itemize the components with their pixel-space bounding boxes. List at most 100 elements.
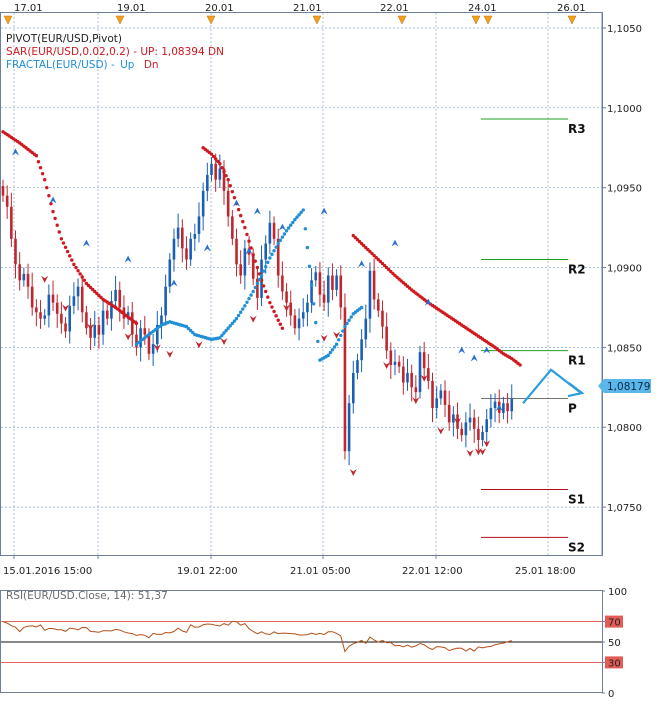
candle [30,272,34,316]
candle [172,228,176,272]
candle [377,293,380,318]
sar-dot-down [68,254,72,258]
fractal-up-arrow [278,223,286,231]
candle-body [14,238,17,265]
candle [268,210,272,254]
price-axis[interactable]: 1,1050 1,1000 1,0950 1,0900 1,0850 1,0800 1,07… [601,12,642,555]
time-axis[interactable]: 15.01.2016 15:00 19.01 22:00 21.01 05:00 22… [3,555,576,577]
candle-body [360,339,363,361]
candle-body [335,275,338,290]
sar-dot-up [289,223,293,227]
sar-dot-up [228,324,232,328]
candle-body [356,360,359,373]
fractal-down-arrow [333,331,341,339]
candle-body [60,313,63,324]
current-price-badge: 1,08179 [598,379,651,393]
candle-body [139,328,142,348]
candle [243,240,247,290]
sar-dot-down [274,314,278,318]
sar-dot-up [332,345,337,349]
time-axis-label: 15.01.2016 15:00 [3,566,92,577]
fractal-up-arrow [253,207,261,215]
sar-dot-down [51,209,55,214]
candle [481,425,484,447]
rsi-axis-label: 100 [608,587,627,598]
candle-body [489,408,493,420]
candle-body [101,310,105,335]
fractal-down-arrow [420,374,428,382]
fractal-down-arrow [87,323,95,331]
fractal-down-arrow [320,334,328,342]
candle [135,320,138,356]
sar-dot-down [518,363,522,367]
candle-body [510,398,514,412]
sar-dot-down [247,239,251,243]
candle [276,228,280,288]
candle-body [377,299,380,311]
sar-dot-up [234,316,239,321]
sar-dot-down [253,259,257,263]
pivot-label-r1: R1 [568,354,586,368]
event-marker-icon [312,15,322,25]
sar-dot-up [311,302,316,306]
candle [389,342,393,380]
candle [76,278,80,311]
sar-dot-down [65,249,70,254]
candle-body [239,264,242,276]
candle [80,274,84,323]
sar-dot-down [36,160,41,164]
event-marker-icon [471,15,481,25]
fractal-up-arrow [245,247,253,255]
candle [343,293,347,460]
candle-body [297,318,301,329]
candle-body [443,390,447,405]
candle-body [243,248,247,276]
candle-body [464,422,468,436]
sar-dot-up [339,333,343,338]
sar-dot-up [238,310,243,314]
candle-body [147,334,151,354]
top-date-label: 19.01 [117,3,146,14]
candle [85,305,88,335]
candle [51,280,55,311]
candle [418,345,422,399]
candle-body [193,233,197,239]
price-axis-label: 1,0800 [607,423,642,434]
candle-body [214,163,217,180]
candle [326,267,330,317]
pivot-label-r3: R3 [568,122,586,136]
legend-sar: SAR(EUR/USD,0.02,0.2) - UP: 1,08394 DN [6,46,224,58]
candle [68,295,72,344]
sar-dot-up [347,318,351,322]
fractal-down-arrow [283,304,291,312]
sar-dot-down [82,278,87,283]
main-plot-area[interactable] [0,12,603,556]
candle [226,178,230,227]
candle [55,294,59,328]
candle [231,210,234,246]
pivot-label-s1: S1 [568,493,585,507]
forecast-arrowhead [567,382,585,398]
main-grid [1,13,602,555]
candle-body [43,315,46,319]
candle [222,160,226,205]
candle-body [481,432,484,441]
candle-body [64,323,67,332]
sar-dot-up [230,321,235,326]
candle [314,265,318,287]
candle-body [343,307,347,452]
candle-body [306,302,309,313]
candle [477,416,480,451]
candle-body [110,301,113,319]
sar-dot-up [349,315,353,319]
sar-dot-down [230,189,235,194]
sar-dot-up [341,329,345,333]
candle-body [97,325,101,335]
candle-body [468,417,472,423]
candle-body [439,390,443,399]
candle-body [185,248,188,260]
candle-body [310,280,313,303]
candle [239,250,242,284]
fractal-up-arrow [458,346,466,354]
fractal-down-arrow [195,341,203,349]
